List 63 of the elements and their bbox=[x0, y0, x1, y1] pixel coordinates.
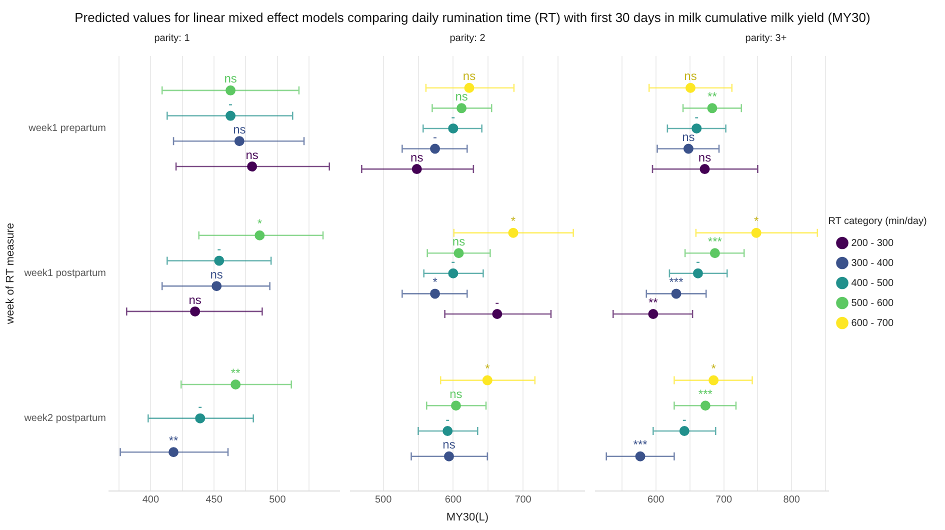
y-tick-label: week1 prepartum bbox=[28, 123, 106, 134]
x-tick-label: 800 bbox=[783, 494, 800, 506]
data-label: * bbox=[257, 216, 262, 231]
data-label: ns bbox=[462, 69, 476, 84]
chart-subtitle: parity: 3+ bbox=[745, 32, 787, 44]
y-tick-label: week2 postpartum bbox=[23, 413, 106, 424]
data-label: * bbox=[510, 214, 516, 228]
text: Predicted values for linear mixed effect models comparing daily rumination time (RT) with first 30 days in milk cumulative milk yield (MY30) bbox=[74, 10, 872, 25]
legend-label: 200 - 300 bbox=[851, 238, 894, 249]
data-label: ns bbox=[450, 386, 462, 401]
data-label: ns bbox=[188, 292, 202, 307]
data-label: ns bbox=[246, 148, 258, 162]
y-axis-title: week of RT measure bbox=[4, 222, 17, 325]
data-label: ns bbox=[684, 69, 697, 84]
legend-label: 500 - 600 bbox=[851, 298, 894, 309]
x-tick-label: 500 bbox=[374, 494, 392, 506]
data-label: * bbox=[485, 362, 490, 376]
data-label: - bbox=[682, 412, 686, 426]
data-label: ns bbox=[698, 150, 712, 164]
x-tick-label: 450 bbox=[206, 494, 223, 506]
data-label: * bbox=[754, 214, 759, 228]
x-tick-label: 600 bbox=[444, 494, 462, 506]
data-label: *** bbox=[698, 386, 713, 401]
data-label: ns bbox=[455, 89, 468, 104]
x-tick-label: 700 bbox=[715, 494, 733, 506]
legend-label: 400 - 500 bbox=[851, 278, 894, 289]
x-axis-title: MY30(L) bbox=[446, 511, 489, 524]
data-label: ns bbox=[682, 130, 695, 144]
data-label: ns bbox=[452, 234, 466, 248]
legend-label: 300 - 400 bbox=[851, 258, 894, 269]
data-label: *** bbox=[708, 234, 722, 248]
data-label: ** bbox=[230, 366, 241, 380]
data-label: ns bbox=[210, 267, 223, 282]
x-tick-label: 700 bbox=[514, 494, 532, 506]
legend-title: RT category (min/day) bbox=[828, 216, 927, 227]
data-label: - bbox=[694, 110, 699, 124]
data-label: *** bbox=[633, 438, 648, 452]
data-label: - bbox=[495, 295, 500, 310]
data-label: - bbox=[228, 97, 233, 112]
x-tick-label: 500 bbox=[269, 494, 286, 506]
legend-label: 600 - 700 bbox=[851, 318, 894, 329]
x-tick-label: 600 bbox=[648, 494, 665, 506]
data-label: *** bbox=[669, 275, 684, 290]
x-tick-label: 400 bbox=[142, 494, 160, 506]
data-label: * bbox=[711, 362, 716, 376]
data-label: - bbox=[198, 400, 202, 414]
data-label: ** bbox=[708, 89, 718, 104]
data-label: ns bbox=[410, 150, 424, 164]
data-label: ns bbox=[233, 122, 246, 136]
data-label: ** bbox=[648, 295, 658, 310]
data-label: - bbox=[217, 242, 222, 256]
data-label: - bbox=[451, 110, 456, 124]
data-label: ns bbox=[442, 438, 456, 452]
data-label: ** bbox=[168, 433, 179, 448]
y-tick-label: week1 postpartum bbox=[23, 268, 106, 280]
data-label: - bbox=[696, 254, 700, 269]
data-label: ns bbox=[224, 72, 237, 86]
data-label: - bbox=[446, 412, 450, 426]
data-label: - bbox=[451, 254, 456, 269]
data-label: * bbox=[432, 275, 438, 290]
chart-subtitle: parity: 1 bbox=[154, 32, 190, 44]
data-label: - bbox=[433, 130, 438, 144]
chart-subtitle: parity: 2 bbox=[450, 32, 486, 44]
